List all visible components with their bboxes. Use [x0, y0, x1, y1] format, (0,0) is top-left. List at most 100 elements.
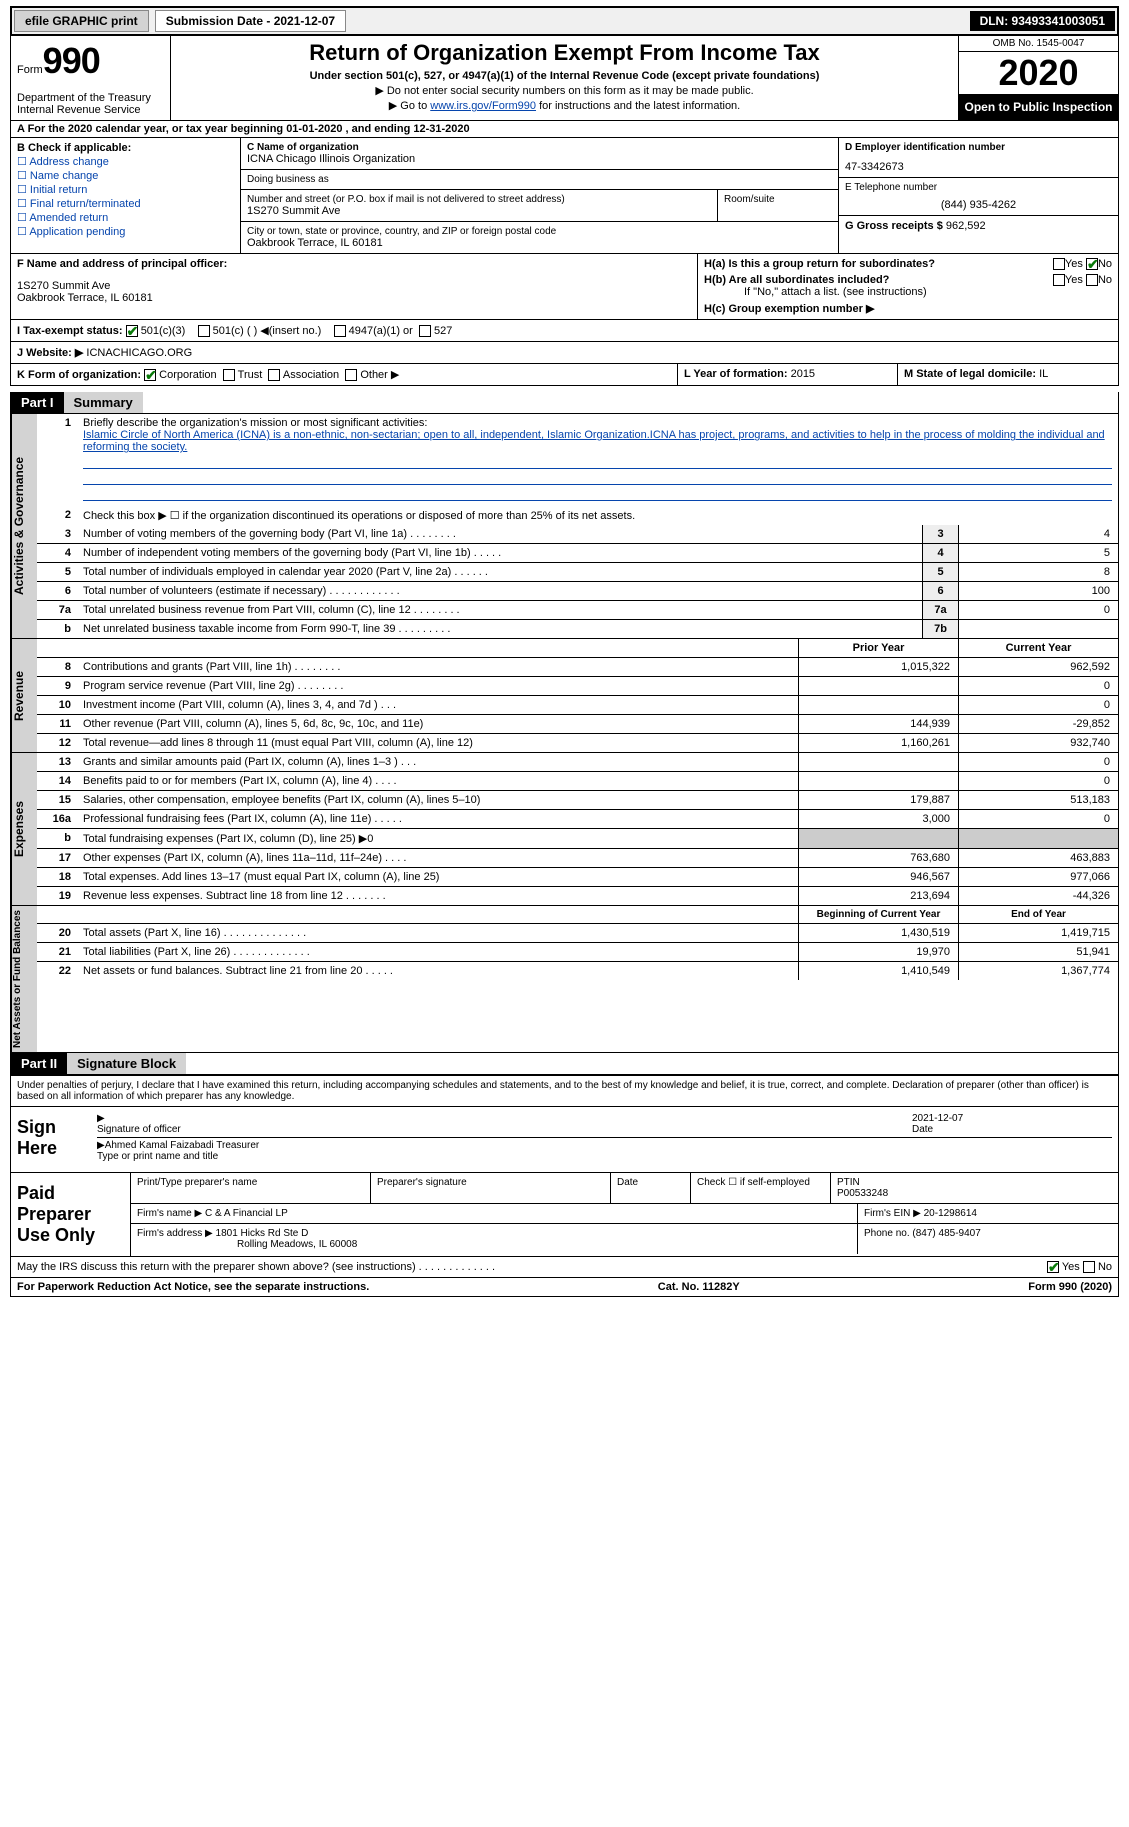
- ein-value: 47-3342673: [845, 161, 1112, 173]
- submission-date: Submission Date - 2021-12-07: [155, 10, 346, 32]
- tel-label: E Telephone number: [845, 182, 1112, 193]
- officer-label: F Name and address of principal officer:: [17, 258, 691, 270]
- dept-label: Department of the Treasury Internal Reve…: [17, 92, 164, 116]
- addr-label: Number and street (or P.O. box if mail i…: [247, 194, 711, 205]
- summary-line: bTotal fundraising expenses (Part IX, co…: [37, 829, 1118, 849]
- org-name: ICNA Chicago Illinois Organization: [247, 153, 832, 165]
- chk-trust[interactable]: [223, 369, 235, 381]
- inspection-label: Open to Public Inspection: [959, 94, 1118, 120]
- summary-line: 17Other expenses (Part IX, column (A), l…: [37, 849, 1118, 868]
- col-b-head: B Check if applicable:: [17, 142, 234, 154]
- efile-print-button[interactable]: efile GRAPHIC print: [14, 10, 149, 32]
- chk-address-change[interactable]: ☐ Address change: [17, 155, 234, 168]
- discuss-no[interactable]: [1083, 1261, 1095, 1273]
- col-prior-year: Prior Year: [798, 639, 958, 657]
- footer-left: For Paperwork Reduction Act Notice, see …: [17, 1281, 369, 1293]
- row-i-label: I Tax-exempt status:: [17, 325, 123, 337]
- sign-here-label: Sign Here: [11, 1107, 91, 1172]
- ha-yes[interactable]: [1053, 258, 1065, 270]
- addr-value: 1S270 Summit Ave: [247, 205, 711, 217]
- hb-no[interactable]: [1086, 274, 1098, 286]
- l-value: 2015: [791, 368, 815, 380]
- row-j-label: J Website: ▶: [17, 347, 83, 359]
- vtab-revenue: Revenue: [11, 639, 37, 752]
- opt-trust: Trust: [238, 369, 263, 381]
- footer-right: Form 990 (2020): [1028, 1281, 1112, 1293]
- chk-name-change[interactable]: ☐ Name change: [17, 169, 234, 182]
- column-c: C Name of organization ICNA Chicago Illi…: [241, 138, 838, 253]
- chk-app-pending[interactable]: ☐ Application pending: [17, 225, 234, 238]
- sig-name: Ahmed Kamal Faizabadi Treasurer: [105, 1140, 260, 1151]
- prep-h5: PTIN: [837, 1177, 860, 1188]
- part-1-title: Summary: [64, 392, 143, 413]
- chk-4947[interactable]: [334, 325, 346, 337]
- chk-initial-return[interactable]: ☐ Initial return: [17, 183, 234, 196]
- chk-final-return[interactable]: ☐ Final return/terminated: [17, 197, 234, 210]
- city-label: City or town, state or province, country…: [247, 226, 832, 237]
- summary-line: 20Total assets (Part X, line 16) . . . .…: [37, 924, 1118, 943]
- summary-line: 5Total number of individuals employed in…: [37, 563, 1118, 582]
- footer-mid: Cat. No. 11282Y: [658, 1281, 740, 1293]
- summary-line: 13Grants and similar amounts paid (Part …: [37, 753, 1118, 772]
- summary-line: 21Total liabilities (Part X, line 26) . …: [37, 943, 1118, 962]
- sig-name-label: Type or print name and title: [97, 1151, 218, 1162]
- sig-date-label: Date: [912, 1124, 933, 1135]
- dba-label: Doing business as: [247, 174, 832, 185]
- firm-city: Rolling Meadows, IL 60008: [237, 1239, 357, 1250]
- phone-value: (847) 485-9407: [912, 1228, 980, 1239]
- form-subtitle: Under section 501(c), 527, or 4947(a)(1)…: [179, 70, 950, 82]
- summary-line: bNet unrelated business taxable income f…: [37, 620, 1118, 638]
- summary-line: 3Number of voting members of the governi…: [37, 525, 1118, 544]
- summary-line: 19Revenue less expenses. Subtract line 1…: [37, 887, 1118, 905]
- signature-declaration: Under penalties of perjury, I declare th…: [11, 1076, 1118, 1107]
- gross-value: 962,592: [946, 220, 986, 232]
- summary-line: 15Salaries, other compensation, employee…: [37, 791, 1118, 810]
- opt-other: Other ▶: [360, 369, 399, 381]
- summary-line: 12Total revenue—add lines 8 through 11 (…: [37, 734, 1118, 752]
- discuss-no-label: No: [1098, 1261, 1112, 1273]
- hb-yes[interactable]: [1053, 274, 1065, 286]
- chk-corp[interactable]: [144, 369, 156, 381]
- discuss-yes[interactable]: [1047, 1261, 1059, 1273]
- firm-name-label: Firm's name ▶: [137, 1208, 202, 1219]
- summary-line: 14Benefits paid to or for members (Part …: [37, 772, 1118, 791]
- chk-amended[interactable]: ☐ Amended return: [17, 211, 234, 224]
- m-value: IL: [1039, 368, 1048, 380]
- ha-label: H(a) Is this a group return for subordin…: [704, 258, 935, 270]
- summary-line: 16aProfessional fundraising fees (Part I…: [37, 810, 1118, 829]
- chk-assoc[interactable]: [268, 369, 280, 381]
- note-2-post: for instructions and the latest informat…: [536, 100, 740, 112]
- omb-number: OMB No. 1545-0047: [959, 36, 1118, 52]
- form-header: Form990 Department of the Treasury Inter…: [10, 36, 1119, 121]
- chk-527[interactable]: [419, 325, 431, 337]
- summary-line: 18Total expenses. Add lines 13–17 (must …: [37, 868, 1118, 887]
- col-end-year: End of Year: [958, 906, 1118, 923]
- opt-501c: 501(c) ( ) ◀(insert no.): [213, 325, 322, 337]
- part-2-header: Part II: [11, 1053, 67, 1074]
- note-2-pre: ▶ Go to: [389, 100, 430, 112]
- discuss-yes-label: Yes: [1062, 1261, 1080, 1273]
- officer-addr: 1S270 Summit Ave Oakbrook Terrace, IL 60…: [17, 280, 691, 304]
- preparer-label: Paid Preparer Use Only: [11, 1173, 131, 1256]
- hb-label: H(b) Are all subordinates included?: [704, 274, 889, 286]
- part-1-header: Part I: [11, 392, 64, 413]
- mission-label: Briefly describe the organization's miss…: [83, 417, 427, 429]
- summary-line: 6Total number of volunteers (estimate if…: [37, 582, 1118, 601]
- irs-link[interactable]: www.irs.gov/Form990: [430, 100, 536, 112]
- chk-other[interactable]: [345, 369, 357, 381]
- col-begin-year: Beginning of Current Year: [798, 906, 958, 923]
- vtab-net-assets: Net Assets or Fund Balances: [11, 906, 37, 1052]
- phone-label: Phone no.: [864, 1228, 910, 1239]
- l-label: L Year of formation:: [684, 368, 788, 380]
- website-value: ICNACHICAGO.ORG: [86, 347, 192, 359]
- firm-addr-label: Firm's address ▶: [137, 1228, 213, 1239]
- opt-527: 527: [434, 325, 452, 337]
- discuss-question: May the IRS discuss this return with the…: [17, 1261, 1047, 1273]
- chk-501c[interactable]: [198, 325, 210, 337]
- gross-label: G Gross receipts $: [845, 220, 943, 232]
- summary-line: 4Number of independent voting members of…: [37, 544, 1118, 563]
- ha-no[interactable]: [1086, 258, 1098, 270]
- chk-501c3[interactable]: [126, 325, 138, 337]
- summary-line: 7aTotal unrelated business revenue from …: [37, 601, 1118, 620]
- prep-h4: Check ☐ if self-employed: [691, 1173, 831, 1203]
